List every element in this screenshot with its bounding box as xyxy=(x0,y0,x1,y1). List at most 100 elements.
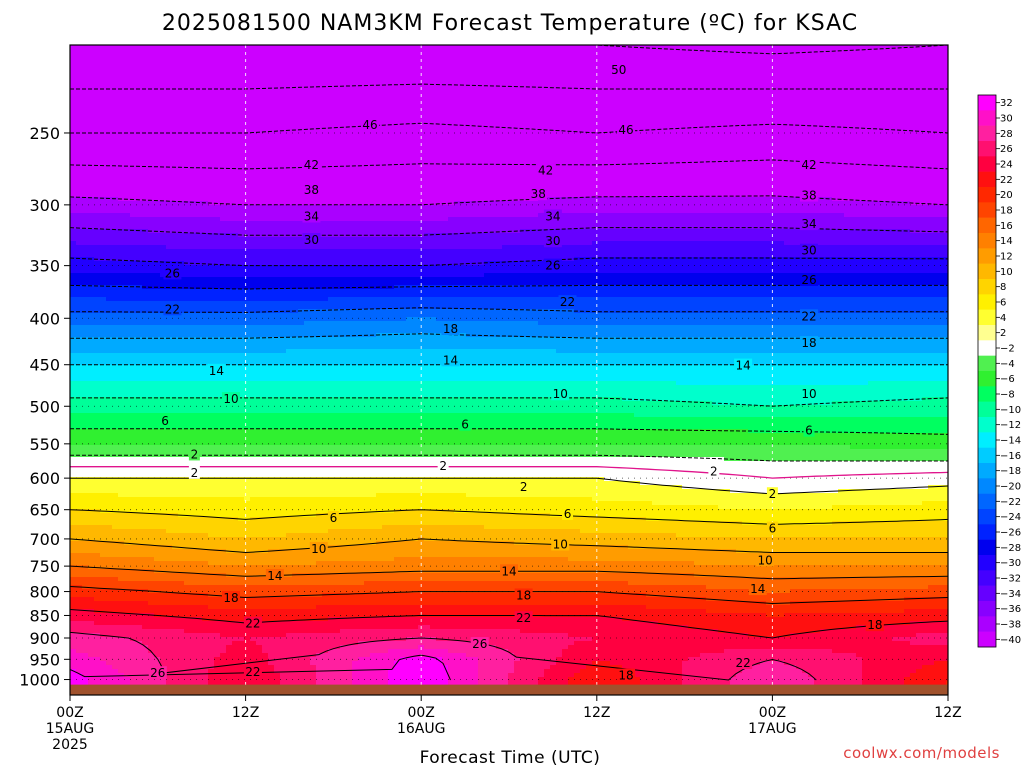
contour-label: 14 xyxy=(750,582,765,596)
y-tick-label: 650 xyxy=(29,501,60,520)
colorbar-swatch xyxy=(978,478,996,494)
contour-label: 18 xyxy=(516,588,531,602)
x-tick-label: 12Z xyxy=(232,705,259,721)
contour-label: 10 xyxy=(553,387,568,401)
contour-label: 26 xyxy=(165,266,180,280)
contour-label: 2 xyxy=(520,480,528,494)
contour-label: 2 xyxy=(439,459,447,473)
colorbar-label: 26 xyxy=(1000,144,1013,155)
colorbar-label: 22 xyxy=(1000,175,1013,186)
contour-label: 10 xyxy=(223,392,238,406)
colorbar-label: 30 xyxy=(1000,114,1013,125)
colorbar-label: −16 xyxy=(1000,451,1021,462)
colorbar-swatch xyxy=(978,555,996,571)
colorbar-label: −18 xyxy=(1000,466,1021,477)
colorbar-swatch xyxy=(978,325,996,341)
colorbar-swatch xyxy=(978,509,996,525)
x-tick-label: 2025 xyxy=(52,737,88,753)
contour-label: 26 xyxy=(801,273,816,287)
contour-label: 38 xyxy=(531,187,546,201)
contour-label: 18 xyxy=(867,618,882,632)
colorbar-swatch xyxy=(978,632,996,648)
colorbar-swatch xyxy=(978,601,996,617)
y-tick-label: 900 xyxy=(29,629,60,648)
y-tick-label: 850 xyxy=(29,606,60,625)
colorbar-swatch xyxy=(978,172,996,188)
contour-label: 10 xyxy=(801,387,816,401)
colorbar-label: −40 xyxy=(1000,635,1021,646)
colorbar-swatch xyxy=(978,448,996,464)
contour-label: 34 xyxy=(304,210,319,224)
y-tick-label: 450 xyxy=(29,356,60,375)
contour-label: 2 xyxy=(191,447,199,461)
y-tick-label: 350 xyxy=(29,257,60,276)
contour-label: 6 xyxy=(461,418,469,432)
colorbar-label: −6 xyxy=(1000,374,1015,385)
chart-title: 2025081500 NAM3KM Forecast Temperature (… xyxy=(162,11,858,36)
colorbar-label: −38 xyxy=(1000,620,1021,631)
x-tick-label: 15AUG xyxy=(46,721,95,737)
colorbar-swatch xyxy=(978,570,996,586)
x-tick-label: 12Z xyxy=(583,705,610,721)
colorbar-swatch xyxy=(978,233,996,249)
colorbar-label: 10 xyxy=(1000,267,1013,278)
contour-label: 34 xyxy=(801,217,816,231)
contour-label: 42 xyxy=(304,158,319,172)
contour-label: 46 xyxy=(362,118,377,132)
temperature-bands xyxy=(70,45,953,698)
colorbar-label: 28 xyxy=(1000,129,1013,140)
colorbar-label: −10 xyxy=(1000,405,1021,416)
contour-label: 10 xyxy=(757,553,772,567)
colorbar-label: −20 xyxy=(1000,482,1021,493)
contour-label: 22 xyxy=(245,617,260,631)
y-tick-label: 800 xyxy=(29,583,60,602)
colorbar-swatch xyxy=(978,218,996,234)
contour-label: 14 xyxy=(501,564,516,578)
y-tick-label: 700 xyxy=(29,530,60,549)
y-tick-label: 1000 xyxy=(19,671,60,690)
contour-label: 14 xyxy=(209,364,224,378)
contour-label: 46 xyxy=(618,123,633,137)
contour-label: 30 xyxy=(801,244,816,258)
contour-label: 6 xyxy=(805,424,813,438)
colorbar-label: 14 xyxy=(1000,236,1013,247)
contour-label: 22 xyxy=(735,656,750,670)
y-axis-ticks: 2503003504004505005506006507007508008509… xyxy=(19,124,70,690)
colorbar-swatch xyxy=(978,402,996,418)
y-tick-label: 400 xyxy=(29,309,60,328)
contour-label: 22 xyxy=(245,665,260,679)
colorbar-swatch xyxy=(978,156,996,172)
colorbar-swatch xyxy=(978,463,996,479)
colorbar-label: −28 xyxy=(1000,543,1021,554)
contour-label: 22 xyxy=(165,302,180,316)
y-tick-label: 600 xyxy=(29,469,60,488)
contour-label: 34 xyxy=(545,210,560,224)
contour-label: 14 xyxy=(267,569,282,583)
colorbar-swatch xyxy=(978,264,996,280)
colorbar-label: −24 xyxy=(1000,512,1021,523)
colorbar-label: −34 xyxy=(1000,589,1021,600)
colorbar-swatch xyxy=(978,524,996,540)
colorbar-label: −4 xyxy=(1000,359,1015,370)
y-tick-label: 550 xyxy=(29,435,60,454)
colorbar-swatch xyxy=(978,248,996,264)
colorbar-label: 8 xyxy=(1000,282,1006,293)
colorbar-swatch xyxy=(978,417,996,433)
colorbar-legend: 3230282624222018161412108642−2−4−6−8−10−… xyxy=(978,95,1021,647)
colorbar-label: 24 xyxy=(1000,160,1013,171)
colorbar-swatch xyxy=(978,386,996,402)
x-tick-label: 00Z xyxy=(56,705,83,721)
x-tick-label: 12Z xyxy=(934,705,961,721)
contour-label: 6 xyxy=(161,414,169,428)
y-tick-label: 750 xyxy=(29,557,60,576)
contour-label: 18 xyxy=(801,336,816,350)
contour-label: 26 xyxy=(150,666,165,680)
colorbar-label: −26 xyxy=(1000,528,1021,539)
colorbar-swatch xyxy=(978,616,996,632)
colorbar-swatch xyxy=(978,110,996,126)
ground-surface xyxy=(70,685,948,695)
contour-label: 18 xyxy=(618,669,633,683)
colorbar-label: 2 xyxy=(1000,328,1006,339)
colorbar-label: −8 xyxy=(1000,390,1015,401)
